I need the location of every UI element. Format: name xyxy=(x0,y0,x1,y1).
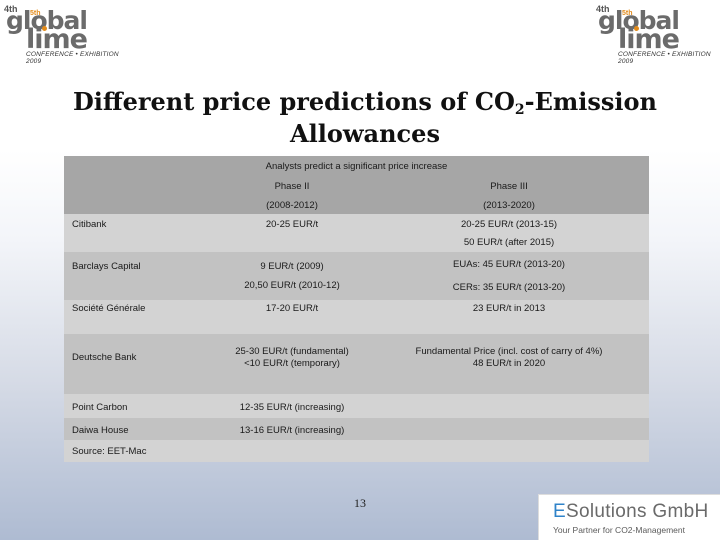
logo-word-lime: lime xyxy=(26,24,88,55)
barclays-phase2-b: 20,50 EUR/t (2010-12) xyxy=(244,280,340,291)
table-heading: Analysts predict a significant price inc… xyxy=(265,161,448,172)
row-name-point-carbon: Point Carbon xyxy=(72,402,128,413)
title-text-1: Different price predictions of CO xyxy=(72,87,515,116)
barclays-phase2-a: 9 EUR/t (2009) xyxy=(260,261,324,272)
brand-name-rest: Solutions GmbH xyxy=(565,501,709,522)
logo-dot-icon xyxy=(634,26,639,31)
header-band xyxy=(64,156,649,214)
deutsche-bank-phase2-a: 25-30 EUR/t (fundamental) xyxy=(235,346,349,357)
row-band-societe-generale xyxy=(64,300,649,334)
logo-dot-icon xyxy=(42,26,47,31)
deutsche-bank-phase2-b: <10 EUR/t (temporary) xyxy=(244,358,340,369)
societe-generale-phase3: 23 EUR/t in 2013 xyxy=(472,303,546,314)
row-band-point-carbon xyxy=(64,394,649,418)
logo-subtitle: CONFERENCE • EXHIBITION 2009 xyxy=(618,51,711,65)
conference-logo-left: 4th 5th global lime CONFERENCE • EXHIBIT… xyxy=(4,4,129,65)
brand-e-letter: E xyxy=(553,501,566,522)
row-name-deutsche-bank: Deutsche Bank xyxy=(72,352,137,363)
slide-title: Different price predictions of CO2-Emiss… xyxy=(60,86,670,150)
citibank-phase3-b: 50 EUR/t (after 2015) xyxy=(463,237,555,248)
deutsche-bank-phase3-a: Fundamental Price (incl. cost of carry o… xyxy=(415,346,603,357)
barclays-phase3-a: EUAs: 45 EUR/t (2013-20) xyxy=(453,259,565,270)
conference-logo-right: 4th 5th global lime CONFERENCE • EXHIBIT… xyxy=(596,4,720,65)
logo-superscript-2: 5th xyxy=(30,10,41,17)
title-text-2: -Emission Allowances xyxy=(290,87,658,148)
row-band-barclays xyxy=(64,252,649,300)
esolutions-tagline: Your Partner for CO2-Management xyxy=(553,525,685,535)
phase2-period: (2008-2012) xyxy=(266,200,318,211)
point-carbon-phase2: 12-35 EUR/t (increasing) xyxy=(239,402,345,413)
phase2-header: Phase II xyxy=(274,181,310,192)
row-name-barclays: Barclays Capital xyxy=(72,261,141,272)
row-band-citibank xyxy=(64,214,649,252)
citibank-phase3-a: 20-25 EUR/t (2013-15) xyxy=(460,219,558,230)
title-subscript: 2 xyxy=(514,102,525,118)
logo-subtitle: CONFERENCE • EXHIBITION 2009 xyxy=(26,51,119,65)
logo-superscript-2: 5th xyxy=(622,10,633,17)
citibank-phase2: 20-25 EUR/t xyxy=(265,219,319,230)
esolutions-logo: ESolutions GmbH Your Partner for CO2-Man… xyxy=(538,494,720,540)
societe-generale-phase2: 17-20 EUR/t xyxy=(265,303,319,314)
row-name-daiwa-house: Daiwa House xyxy=(72,425,129,436)
phase3-period: (2013-2020) xyxy=(483,200,535,211)
table-source: Source: EET-Mac xyxy=(72,446,147,457)
esolutions-brand: ESolutions GmbH xyxy=(553,501,709,523)
row-band-source xyxy=(64,440,649,462)
barclays-phase3-b: CERs: 35 EUR/t (2013-20) xyxy=(452,282,566,293)
page-number: 13 xyxy=(354,496,366,510)
logo-superscript: 4th xyxy=(4,4,18,14)
logo-word-global: global xyxy=(6,6,88,35)
deutsche-bank-phase3-b: 48 EUR/t in 2020 xyxy=(472,358,546,369)
logo-word-lime: lime xyxy=(618,24,680,55)
daiwa-house-phase2: 13-16 EUR/t (increasing) xyxy=(239,425,345,436)
row-band-deutsche-bank xyxy=(64,334,649,394)
price-prediction-table: Analysts predict a significant price inc… xyxy=(64,156,649,462)
row-name-societe-generale: Société Générale xyxy=(72,303,146,314)
row-band-daiwa-house xyxy=(64,418,649,440)
row-name-citibank: Citibank xyxy=(72,219,107,230)
phase3-header: Phase III xyxy=(490,181,528,192)
logo-superscript: 4th xyxy=(596,4,610,14)
logo-word-global: global xyxy=(598,6,680,35)
